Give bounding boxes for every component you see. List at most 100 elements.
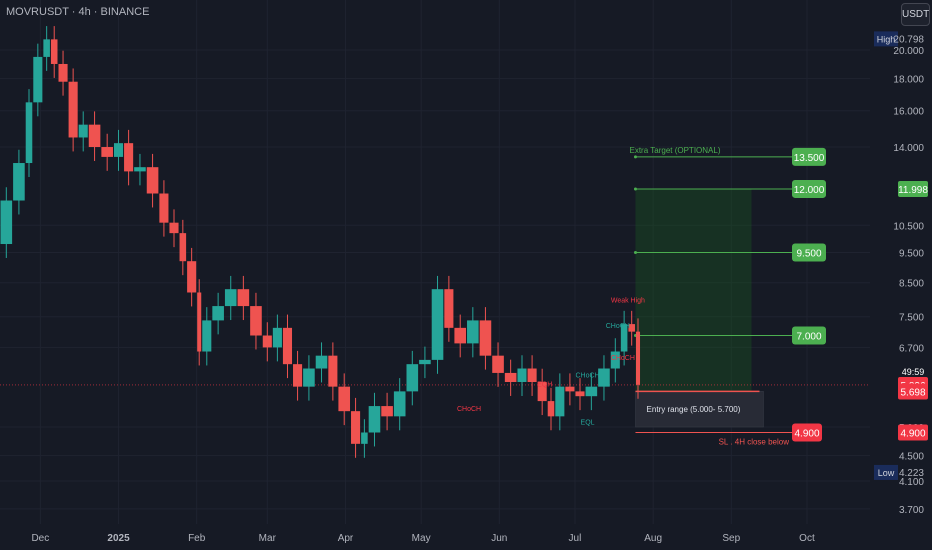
structure-annotation: CHoCH <box>611 355 635 362</box>
target-badge-text: 13.500 <box>794 153 825 164</box>
y-tick-label: 18.000 <box>893 75 924 86</box>
candle-body <box>78 124 88 138</box>
price-axis-badge <box>898 424 928 441</box>
candle-body <box>237 289 250 307</box>
candle-body <box>504 372 517 382</box>
candle-body <box>406 364 419 392</box>
structure-annotation: CHoCH <box>457 406 481 413</box>
candle-body <box>328 355 338 387</box>
y-tick-label: 4.100 <box>899 477 924 488</box>
target-zone <box>635 188 752 392</box>
x-tick-label: Feb <box>188 533 206 544</box>
x-tick-label: Jul <box>569 533 582 544</box>
candle-body <box>187 261 197 293</box>
candle-body <box>58 63 68 82</box>
y-tick-label: 7.500 <box>899 313 924 324</box>
candle-body <box>262 335 272 348</box>
candle-body <box>68 81 78 138</box>
candle-body <box>585 386 598 397</box>
y-tick-label: 9.500 <box>899 248 924 259</box>
candle-body <box>197 292 202 352</box>
candle-body <box>467 320 479 344</box>
low-value: 4.223 <box>899 468 924 479</box>
candle-body <box>146 167 159 194</box>
x-tick-label: Jun <box>491 533 507 544</box>
candle-body <box>113 143 124 157</box>
candle-body <box>454 327 467 344</box>
candle-body <box>13 163 25 201</box>
candle-body <box>610 351 620 369</box>
target-badge-text: 7.000 <box>796 332 821 343</box>
price-axis-badge <box>898 180 928 197</box>
high-value: 20.798 <box>893 34 924 45</box>
candle-body <box>101 147 113 157</box>
x-tick-label: Dec <box>31 533 49 544</box>
entry-range-box <box>635 391 764 428</box>
candle-body <box>50 39 58 64</box>
candle-body <box>361 432 368 444</box>
target-badge <box>792 326 826 345</box>
target-badge <box>792 243 826 262</box>
target-anchor <box>633 155 637 159</box>
entry-range-label: Entry range (5.000- 5.700) <box>647 405 741 414</box>
candle-body <box>492 355 504 373</box>
currency-button[interactable]: USDT <box>901 3 930 26</box>
price-axis-pane <box>870 0 932 550</box>
low-tag: Low <box>878 468 895 478</box>
candle-body <box>159 193 169 223</box>
candle-body <box>381 406 393 417</box>
structure-annotation: CHoCH <box>606 323 630 330</box>
target-anchor <box>633 250 637 254</box>
candle-body <box>575 391 585 397</box>
candle-body <box>351 411 361 444</box>
candle-body <box>527 368 537 382</box>
target-badge-text: 9.500 <box>796 248 821 259</box>
candle-body <box>282 327 293 365</box>
structure-annotation: EQL <box>581 419 595 426</box>
y-tick-label: 6.700 <box>899 343 924 354</box>
stop-loss-badge <box>792 423 822 442</box>
candle-body <box>272 327 282 348</box>
bar-countdown: 49:59 <box>902 367 925 377</box>
price-axis-badge-text: 4.900 <box>900 429 925 440</box>
candle-body <box>250 306 262 336</box>
candle-body <box>479 320 492 356</box>
x-tick-label: Aug <box>644 533 662 544</box>
candle-body <box>303 368 315 387</box>
target-badge <box>792 147 826 166</box>
price-axis-badge <box>898 383 928 400</box>
candle-body <box>134 167 146 172</box>
y-tick-label: 14.000 <box>893 143 924 154</box>
candle-body <box>431 289 444 360</box>
candle-body <box>444 289 454 328</box>
x-tick-label: Mar <box>259 533 277 544</box>
target-badge <box>792 179 826 198</box>
high-tag-bg <box>874 31 898 47</box>
price-axis-badge-text: 5.698 <box>900 387 925 398</box>
candle-body <box>25 102 33 164</box>
candle-body <box>124 143 134 172</box>
candle-body <box>537 381 547 402</box>
y-tick-label: 10.500 <box>893 221 924 232</box>
candle-body <box>565 386 575 392</box>
candle-body <box>212 306 224 321</box>
low-tag-bg <box>874 464 898 480</box>
x-tick-label: 2025 <box>107 533 130 544</box>
candle-body <box>338 386 351 412</box>
candle-body <box>419 359 431 365</box>
candle-body <box>43 39 50 57</box>
candle-body <box>315 355 328 369</box>
price-axis-badge-text: 11.998 <box>898 185 928 196</box>
y-tick-label: 20.000 <box>893 46 924 57</box>
y-tick-label: 4.500 <box>899 452 924 463</box>
y-tick-label: 8.500 <box>899 279 924 290</box>
stop-loss-note: SL . 4H close below <box>719 438 790 447</box>
high-tag: High <box>877 34 896 44</box>
structure-annotation: Weak High <box>611 298 645 305</box>
candle-body <box>628 324 635 332</box>
candle-body <box>620 324 628 352</box>
candle-body <box>555 386 565 417</box>
candle-body <box>517 368 527 382</box>
x-tick-label: Sep <box>722 533 740 544</box>
